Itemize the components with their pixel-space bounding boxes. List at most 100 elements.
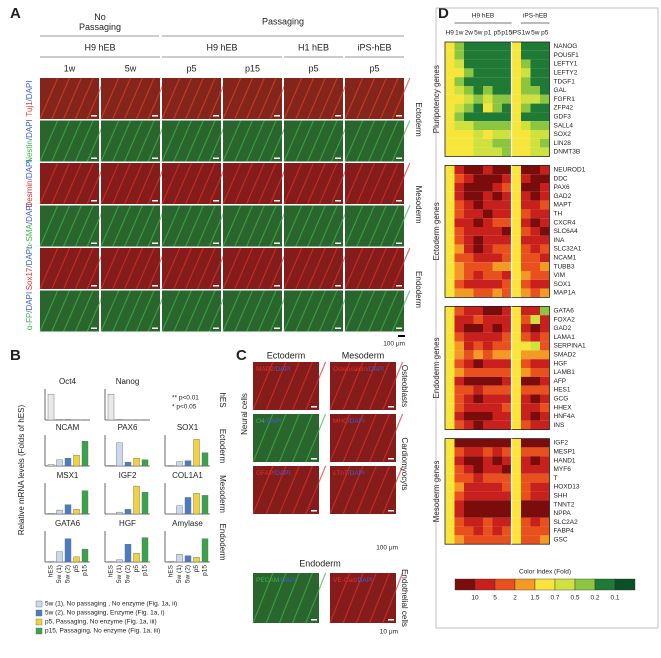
micrograph-texture xyxy=(196,77,216,120)
gene-label: HHEX xyxy=(554,404,573,411)
heatmap-cell xyxy=(454,68,464,78)
image-label: MAP2/DAPI xyxy=(256,366,291,373)
micrograph-signal xyxy=(162,205,221,247)
heatmap-cell xyxy=(483,376,493,386)
heatmap-cell xyxy=(483,68,493,78)
micrograph-texture xyxy=(51,247,71,290)
heatmap-cell xyxy=(530,68,540,78)
micrograph-signal xyxy=(345,205,404,247)
heatmap-cell xyxy=(454,279,464,289)
gene-label: LEFTY1 xyxy=(554,61,578,68)
heatmap-cell xyxy=(464,332,474,342)
heatmap-cell xyxy=(464,420,474,430)
heatmap-cell xyxy=(492,174,502,183)
heatmap-cell xyxy=(540,42,550,51)
heatmap-cell xyxy=(492,359,502,368)
micrograph-texture xyxy=(39,205,59,247)
x-tick-label: 5w (2) xyxy=(65,565,72,583)
heatmap-cell xyxy=(540,271,550,280)
heatmap-cell xyxy=(473,68,483,78)
micrograph-texture xyxy=(112,120,132,162)
micrograph-signal xyxy=(253,466,319,514)
scale-bar xyxy=(335,115,341,117)
heatmap-cell xyxy=(483,526,493,536)
micrograph-signal xyxy=(345,120,404,162)
heatmap-cell xyxy=(473,271,483,280)
dapi-label: /DAPI xyxy=(25,119,34,140)
micrograph-signal xyxy=(162,120,221,162)
heatmap-cell xyxy=(483,42,493,51)
chart-title: Amylase xyxy=(172,519,203,528)
micrograph-texture xyxy=(355,413,377,463)
legend-frame xyxy=(435,7,659,629)
heatmap-cell xyxy=(492,253,502,263)
heatmap-cell xyxy=(521,235,531,245)
heatmap-cell xyxy=(530,279,540,289)
heatmap-cell xyxy=(521,59,531,69)
heatmap-cell xyxy=(473,332,483,342)
gene-label: GDF3 xyxy=(554,114,572,121)
heatmap-cell xyxy=(530,191,540,201)
scale-bar xyxy=(335,200,341,202)
micrograph-texture xyxy=(368,162,387,205)
heatmap-cell xyxy=(502,350,512,360)
heatmap-cell xyxy=(492,306,502,316)
scale-bar xyxy=(388,510,394,512)
heatmap-cell xyxy=(511,438,521,448)
heatmap-cell xyxy=(511,350,521,360)
heatmap-cell xyxy=(511,244,521,254)
heatmap-cell xyxy=(483,50,493,60)
bar xyxy=(56,459,63,467)
heatmap-cell xyxy=(464,465,474,474)
heatmap-cell xyxy=(492,368,502,377)
micrograph-texture xyxy=(124,205,143,247)
panel-label: C xyxy=(236,347,247,364)
x-tick-label: p15 xyxy=(202,565,209,576)
micrograph-texture xyxy=(305,413,327,463)
heatmap-cell xyxy=(502,465,512,474)
micrograph-signal xyxy=(101,78,160,119)
heatmap-cell xyxy=(502,306,512,316)
dapi-label: /DAPI xyxy=(356,577,373,584)
heatmap-cell xyxy=(530,420,540,430)
heatmap-cell xyxy=(473,191,483,201)
micrograph-texture xyxy=(63,120,82,162)
heatmap-cell xyxy=(492,121,502,130)
heatmap-cell xyxy=(454,491,464,501)
heatmap-cell xyxy=(492,385,502,395)
heatmap-cell xyxy=(511,288,521,298)
micrograph-texture xyxy=(391,205,411,247)
heatmap-cell xyxy=(483,341,493,351)
heatmap-cell xyxy=(540,227,550,236)
micrograph-texture xyxy=(185,162,204,205)
heatmap-cell xyxy=(445,42,455,51)
legend-title: Color Index (Fold) xyxy=(519,569,571,576)
gene-label: GSC xyxy=(554,537,568,544)
scale-bar xyxy=(396,200,402,202)
heatmap-cell xyxy=(530,218,540,227)
micrograph-texture xyxy=(63,77,82,120)
heatmap-cell xyxy=(540,341,550,351)
heatmap-cell xyxy=(464,94,474,104)
heatmap-cell xyxy=(454,288,464,298)
micrograph-texture xyxy=(265,465,287,515)
bar xyxy=(201,452,209,467)
heatmap-cell xyxy=(530,482,540,492)
heatmap-cell xyxy=(454,394,464,404)
heatmap-cell xyxy=(521,473,531,483)
micrograph-texture xyxy=(124,162,143,205)
gene-label: FABP4 xyxy=(554,528,575,535)
gene-label: NCAM1 xyxy=(554,255,577,262)
heatmap-cell xyxy=(445,112,455,122)
heatmap-cell xyxy=(454,42,464,51)
x-tick-label: 5w (1) xyxy=(56,565,63,583)
micrograph-texture xyxy=(100,77,120,120)
marker-name: α-FP xyxy=(25,313,34,331)
heatmap-cell xyxy=(502,174,512,183)
heatmap-cell xyxy=(502,394,512,404)
heatmap-cell xyxy=(521,183,531,192)
heatmap-cell xyxy=(492,262,502,271)
heatmap-cell xyxy=(521,517,531,527)
micrograph-texture xyxy=(318,162,338,205)
header: Passaging xyxy=(262,16,304,26)
